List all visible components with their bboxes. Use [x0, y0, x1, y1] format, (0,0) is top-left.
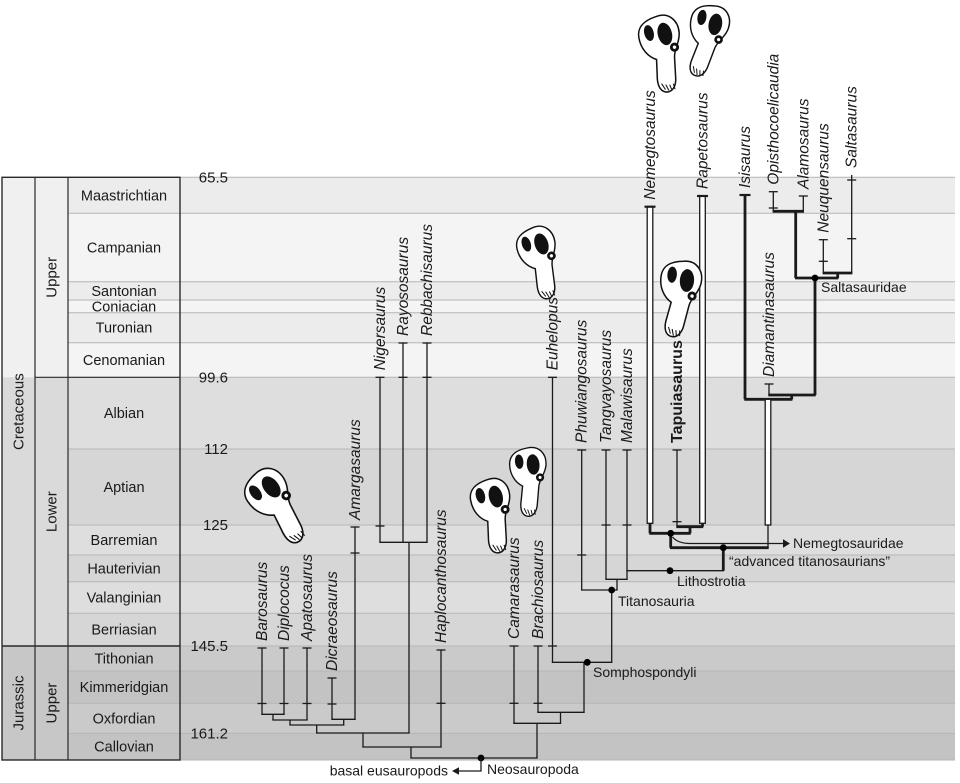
skull-rapetosaurus-icon — [680, 1, 733, 81]
node-dot-lithostrotia — [666, 567, 674, 575]
taxon-label-barosaurus: Barosaurus — [254, 561, 271, 641]
epoch-label-lower-1: Lower — [44, 491, 61, 532]
stage-label-maastrichtian: Maastrichtian — [81, 188, 167, 204]
stage-band-coniacian — [68, 300, 955, 313]
clade-label-neosauropoda: Neosauropoda — [487, 761, 579, 777]
age-label-65-5: 65.5 — [199, 169, 228, 186]
stage-band-campanian — [68, 213, 955, 282]
age-label-125: 125 — [203, 517, 228, 534]
stage-band-kimmeridgian — [68, 671, 955, 704]
taxon-label-nemegtosaurus: Nemegtosaurus — [642, 90, 659, 200]
timescale-table-border — [1, 176, 181, 761]
epoch-label-upper-0: Upper — [44, 257, 61, 298]
taxon-label-haplocanthosaurus: Haplocanthosaurus — [433, 509, 450, 643]
nemegtosauridae-arrow — [672, 536, 783, 545]
node-dot — [667, 529, 675, 537]
clade-label-basal-eusauropods: basal eusauropods — [330, 763, 448, 779]
stage-label-barremian: Barremian — [91, 533, 158, 549]
basal-eusauropods-arrow — [459, 758, 482, 772]
range-bar-nemegtosaurus — [646, 206, 654, 524]
stage-label-berriasian: Berriasian — [91, 623, 156, 639]
stage-band-valanginian — [68, 581, 955, 614]
node-dot-titanosauria — [608, 586, 616, 594]
clade-label-somphospondyli: Somphospondyli — [593, 664, 697, 680]
taxon-label-opisthocoelicaudia: Opisthocoelicaudia — [765, 53, 782, 184]
stage-label-hauterivian: Hauterivian — [87, 561, 160, 577]
age-label-145-5: 145.5 — [190, 638, 228, 655]
age-label-112: 112 — [204, 441, 228, 458]
stage-band-maastrichtian — [68, 177, 955, 214]
stage-band-cenomanian — [68, 342, 955, 378]
node-dot-somphospondyli — [583, 658, 591, 666]
stage-band-hauterivian — [68, 555, 955, 582]
stage-label-santonian: Santonian — [91, 284, 156, 300]
node-dot-saltasauridae — [811, 274, 819, 282]
stage-label-callovian: Callovian — [94, 740, 154, 756]
nemegtosauridae-arrow-head — [783, 539, 790, 548]
taxon-label-camarasaurus: Camarasaurus — [506, 537, 523, 639]
taxon-label-rapetosaurus: Rapetosaurus — [695, 92, 712, 189]
clade-label-lithostrotia: Lithostrotia — [677, 573, 746, 589]
stage-band-callovian — [68, 733, 955, 760]
stage-label-campanian: Campanian — [87, 241, 161, 257]
taxon-label-dicraeosaurus: Dicraeosaurus — [324, 571, 341, 671]
basal-eusauropods-arrow-head — [452, 767, 459, 775]
taxon-label-alamosaurus: Alamosaurus — [795, 98, 812, 190]
taxon-label-tapuiasaurus: Tapuiasaurus — [669, 340, 686, 443]
range-bar-advanced-titanosaurian-stem — [764, 398, 772, 526]
taxon-label-neuquensaurus: Neuquensaurus — [815, 123, 832, 233]
taxon-label-tangvayosaurus: Tangvayosaurus — [598, 330, 615, 443]
range-bar-rapetosaurus — [699, 195, 706, 524]
stage-label-coniacian: Coniacian — [92, 299, 157, 315]
age-label-161-2: 161.2 — [190, 725, 228, 742]
stage-label-aptian: Aptian — [103, 480, 144, 496]
stage-band-albian — [68, 377, 955, 449]
taxon-label-diplococus: Diplococus — [276, 565, 293, 641]
taxon-label-euhelopus: Euhelopus — [545, 297, 562, 371]
period-label-jurassic: Jurassic — [11, 675, 28, 731]
taxon-label-nigersaurus: Nigersaurus — [372, 286, 389, 370]
clade-label-nemegtosauridae: Nemegtosauridae — [793, 535, 904, 551]
stage-band-santonian — [68, 281, 955, 300]
stage-label-albian: Albian — [104, 406, 144, 422]
clade-label-titanosauria: Titanosauria — [618, 593, 695, 609]
taxon-label-rayososaurus: Rayososaurus — [395, 237, 412, 336]
clade-label-saltasauridae: Saltasauridae — [821, 279, 907, 295]
taxon-label-amargasaurus: Amargasaurus — [347, 419, 364, 521]
period-label-cretaceous: Cretaceous — [11, 373, 28, 450]
stage-label-tithonian: Tithonian — [94, 652, 153, 668]
taxon-label-isisaurus: Isisaurus — [737, 126, 754, 188]
node-dot-advanced-titanosaurians — [719, 544, 727, 552]
taxon-label-phuwiangosaurus: Phuwiangosaurus — [574, 320, 591, 443]
stage-label-turonian: Turonian — [96, 321, 153, 337]
stage-label-valanginian: Valanginian — [87, 591, 162, 607]
stage-label-cenomanian: Cenomanian — [83, 353, 165, 369]
taxon-label-rebbachisaurus: Rebbachisaurus — [419, 224, 436, 336]
skull-nemegtosaurus-icon — [633, 11, 694, 97]
taxon-label-saltasaurus: Saltasaurus — [844, 86, 861, 168]
age-label-99-6: 99.6 — [199, 369, 228, 386]
stage-band-tithonian — [68, 646, 955, 671]
stage-band-barremian — [68, 525, 955, 555]
taxon-label-apatosaurus: Apatosaurus — [299, 554, 316, 642]
stage-band-oxfordian — [68, 703, 955, 734]
stage-band-turonian — [68, 312, 955, 343]
taxon-label-brachiosaurus: Brachiosaurus — [530, 540, 547, 639]
epoch-label-upper-2: Upper — [44, 683, 61, 724]
stage-label-kimmeridgian: Kimmeridgian — [80, 680, 169, 696]
stage-label-oxfordian: Oxfordian — [93, 711, 156, 727]
taxon-label-diamantinasaurus: Diamantinasaurus — [761, 252, 778, 377]
stage-band-berriasian — [68, 613, 955, 646]
clade-label-advanced-titanosaurians: “advanced titanosaurians” — [729, 553, 890, 569]
taxon-label-malawisaurus: Malawisaurus — [619, 348, 636, 443]
